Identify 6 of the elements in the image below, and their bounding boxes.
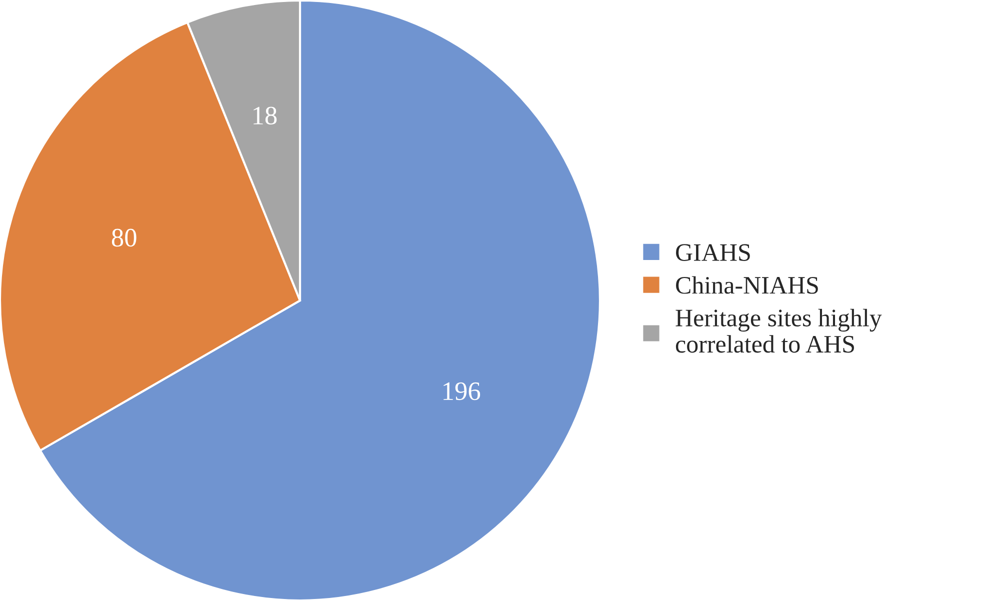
data-label: 196 <box>444 382 480 400</box>
legend-label: Heritage sites highly correlated to AHS <box>676 308 882 353</box>
legend-label: GIAHS <box>676 244 750 261</box>
legend-label: China-NIAHS <box>676 276 818 294</box>
data-label: 80 <box>112 228 136 247</box>
data-label: 18 <box>254 106 277 125</box>
